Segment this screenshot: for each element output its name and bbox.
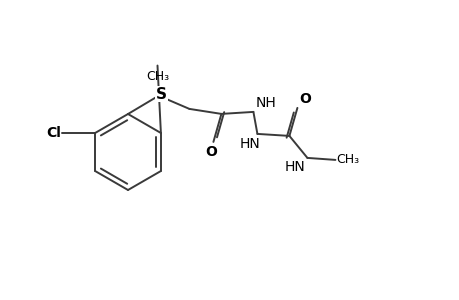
Text: O: O [299,92,311,106]
Text: HN: HN [284,160,305,174]
Text: HN: HN [239,137,260,151]
Text: S: S [156,87,167,102]
Text: CH₃: CH₃ [146,70,169,83]
Text: O: O [205,145,217,159]
Text: Cl: Cl [46,126,61,140]
Text: CH₃: CH₃ [336,153,359,167]
Text: NH: NH [255,96,275,110]
